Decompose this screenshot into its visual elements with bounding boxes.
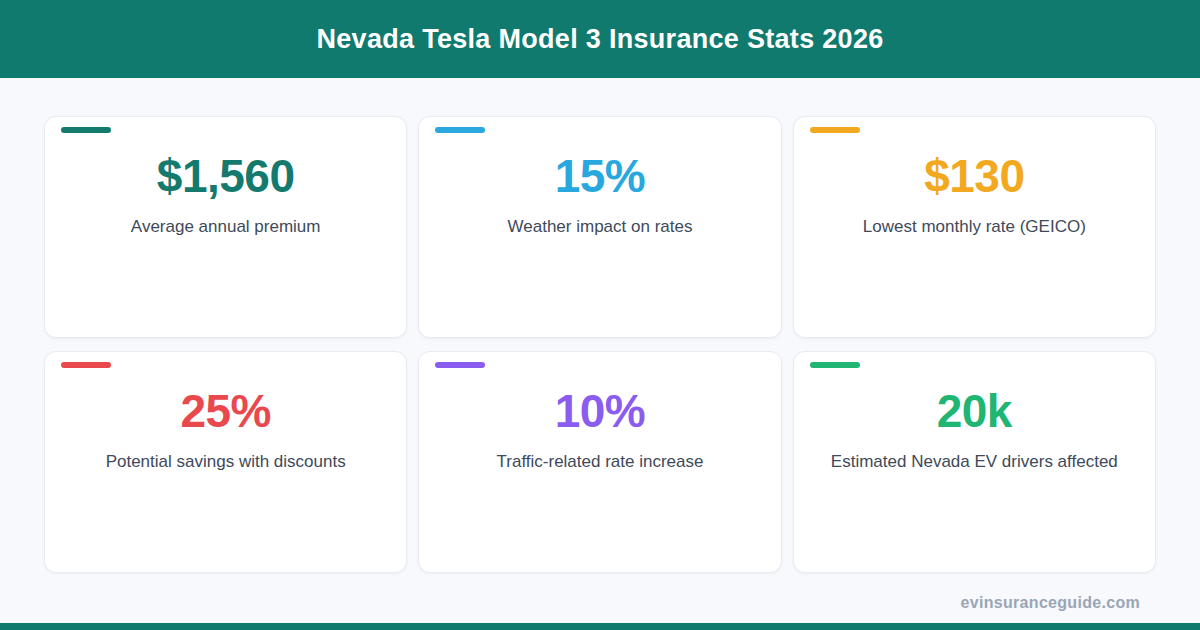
- stat-card-potential-savings: 25% Potential savings with discounts: [44, 351, 407, 573]
- page-title: Nevada Tesla Model 3 Insurance Stats 202…: [316, 24, 883, 55]
- stat-value: 15%: [435, 152, 764, 200]
- accent-bar: [435, 127, 485, 133]
- stat-label: Lowest monthly rate (GEICO): [810, 217, 1139, 237]
- stat-value: 10%: [435, 387, 764, 435]
- website-attribution: evinsuranceguide.com: [0, 594, 1200, 612]
- stat-card-traffic-rate-increase: 10% Traffic-related rate increase: [418, 351, 781, 573]
- accent-bar: [810, 362, 860, 368]
- stat-label: Weather impact on rates: [435, 217, 764, 237]
- stat-label: Estimated Nevada EV drivers affected: [810, 452, 1139, 472]
- bottom-accent-bar: [0, 623, 1200, 630]
- stat-label: Average annual premium: [61, 217, 390, 237]
- accent-bar: [810, 127, 860, 133]
- stat-value: 20k: [810, 387, 1139, 435]
- header-banner: Nevada Tesla Model 3 Insurance Stats 202…: [0, 0, 1200, 78]
- accent-bar: [435, 362, 485, 368]
- stat-card-weather-impact: 15% Weather impact on rates: [418, 116, 781, 338]
- stat-label: Potential savings with discounts: [61, 452, 390, 472]
- stat-label: Traffic-related rate increase: [435, 452, 764, 472]
- stat-value: $130: [810, 152, 1139, 200]
- stat-card-average-annual-premium: $1,560 Average annual premium: [44, 116, 407, 338]
- stats-grid: $1,560 Average annual premium 15% Weathe…: [0, 78, 1200, 573]
- stat-card-lowest-monthly-rate: $130 Lowest monthly rate (GEICO): [793, 116, 1156, 338]
- stat-card-ev-drivers-affected: 20k Estimated Nevada EV drivers affected: [793, 351, 1156, 573]
- stat-value: $1,560: [61, 152, 390, 200]
- stat-value: 25%: [61, 387, 390, 435]
- accent-bar: [61, 362, 111, 368]
- accent-bar: [61, 127, 111, 133]
